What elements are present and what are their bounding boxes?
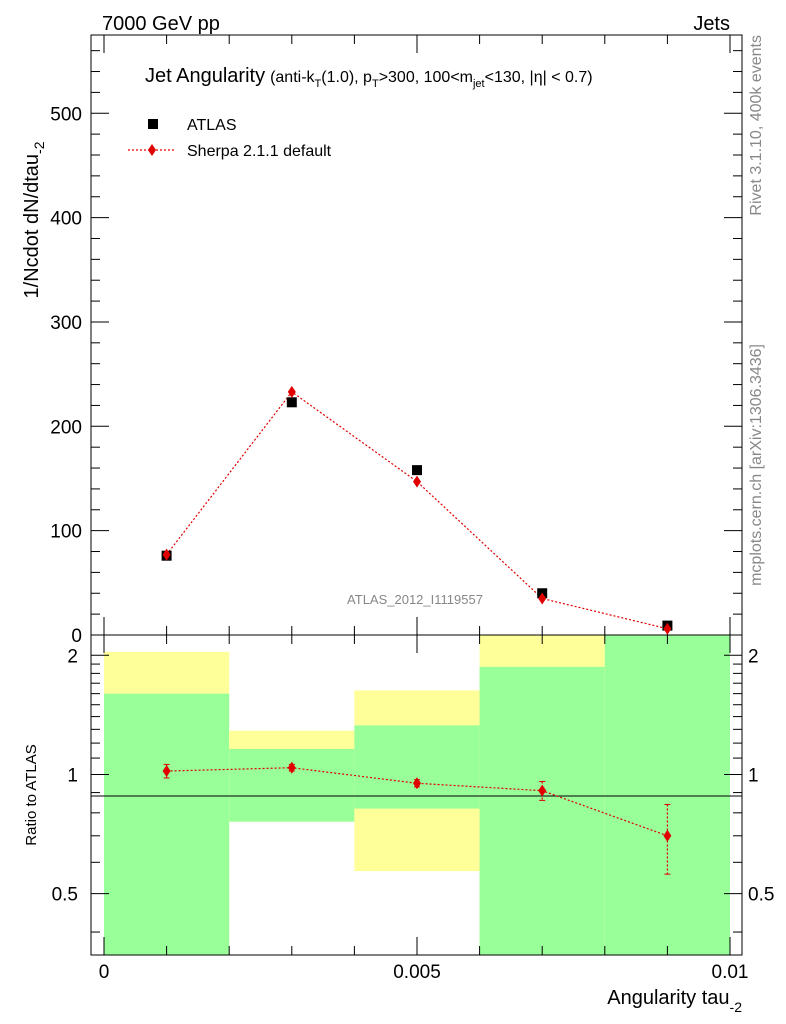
ratio-sherpa-line [166,767,668,837]
watermark: ATLAS_2012_I1119557 [347,592,483,607]
ratio-band-inner [354,725,480,809]
ratio-y-tick-label: 0.5 [52,885,78,906]
ratio-sherpa-point [287,761,296,774]
main-y-tick-label: 300 [50,313,82,334]
rivet-label: Rivet 3.1.10, 400k events [748,35,765,216]
main-y-tick-label: 200 [50,417,82,438]
ratio-y-tick-label: 2 [67,646,78,667]
ratio-series [162,761,672,875]
atlas-point [412,465,422,476]
legend: ATLAS Sherpa 2.1.1 default [128,117,332,160]
sherpa-point [538,592,547,605]
legend-sherpa-marker [148,144,156,156]
legend-sherpa-label: Sherpa 2.1.1 default [187,143,332,160]
ratio-band-inner [229,748,355,822]
main-y-tick-label: 0 [71,626,82,647]
header-right: Jets [693,13,730,35]
ratio-axis-ticks: 0.5 0.5 1 1 2 2 0 0.005 0.01 [52,635,774,983]
ratio-band-inner [604,635,730,955]
ratio-y-tick-label: 1 [67,765,78,786]
chart-title: Jet Angularity (anti-kT(1.0), pT>300, 100… [145,65,593,90]
ratio-frame [90,634,743,956]
sherpa-line [166,391,668,630]
main-series [161,385,673,635]
legend-atlas-label: ATLAS [187,117,237,134]
ratio-band-inner [104,693,230,955]
main-y-tick-label: 100 [50,522,82,543]
sherpa-point [663,622,672,635]
ratio-y-label: Ratio to ATLAS [23,744,40,845]
main-panel: 0 100 200 300 400 500 Jet Angularity (anti-kT(… [21,34,743,647]
main-y-tick-label: 400 [50,209,82,230]
main-y-label: 1/Ncdot dN/dtau-2 [21,141,47,298]
ratio-y-tick-label-right: 1 [748,765,759,786]
mcplots-label: mcplots.cern.ch [arXiv:1306.3436] [748,344,765,586]
legend-atlas-marker [148,119,158,129]
x-tick-label: 0.005 [393,962,441,983]
x-tick-label: 0.01 [712,962,749,983]
ratio-bands [104,635,730,955]
ratio-y-tick-label-right: 2 [748,646,759,667]
main-y-tick-label: 500 [50,104,82,125]
ratio-sherpa-point [413,777,421,790]
ratio-panel: 0.5 0.5 1 1 2 2 0 0.005 0.01 Ratio to ATLAS Angu… [23,634,774,1015]
main-axis-ticks: 0 100 200 300 400 500 [50,35,742,647]
x-axis-label: Angularity tau-2 [607,987,742,1015]
ratio-sherpa-point [663,829,672,842]
ratio-sherpa-point [538,784,547,797]
sherpa-point [287,385,296,398]
ratio-band-inner [479,666,605,955]
ratio-sherpa-point [162,765,171,778]
atlas-point [286,397,297,408]
x-tick-label: 0 [99,962,110,983]
ratio-y-tick-label-right: 0.5 [748,885,774,906]
header-left: 7000 GeV pp [102,13,220,35]
sherpa-point [162,548,171,561]
sherpa-point [413,475,421,488]
